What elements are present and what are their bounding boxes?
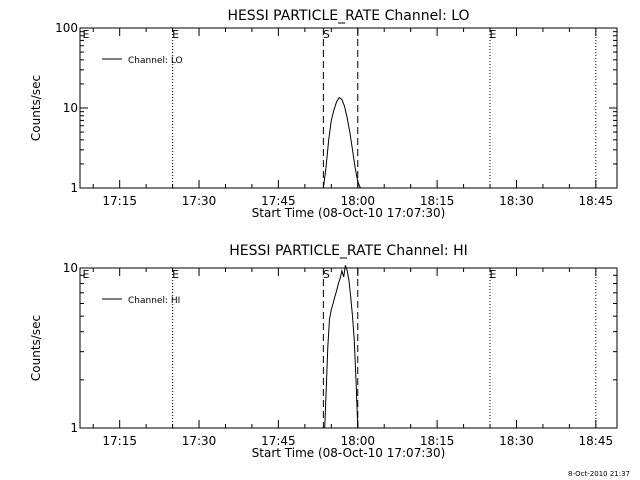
x-tick-label: 17:15 <box>102 434 137 448</box>
event-marker-label: E <box>490 268 497 281</box>
x-tick-label: 18:30 <box>499 434 534 448</box>
event-marker-label: E <box>172 28 179 41</box>
event-marker-label: S <box>323 28 330 41</box>
plot-timestamp: 8-Oct-2010 21:37 <box>567 470 630 478</box>
x-tick-label: 18:30 <box>499 194 534 208</box>
event-marker-label: E <box>490 28 497 41</box>
event-marker-label: E <box>83 268 90 281</box>
series-line <box>322 96 361 189</box>
y-tick-label: 10 <box>63 101 78 115</box>
legend-label: Channel: HI <box>128 296 180 306</box>
x-tick-label: 17:15 <box>102 194 137 208</box>
series-line <box>324 265 359 429</box>
y-tick-label: 1 <box>70 421 78 435</box>
y-axis-label: Counts/sec <box>29 315 43 381</box>
plot-frame <box>79 267 618 429</box>
x-tick-label: 17:30 <box>182 434 217 448</box>
y-tick-label: 10 <box>63 261 78 275</box>
event-marker-label: S <box>323 268 330 281</box>
event-marker-label: E <box>83 28 90 41</box>
x-tick-label: 18:15 <box>420 434 455 448</box>
x-tick-label: 18:00 <box>340 194 375 208</box>
y-tick-label: 100 <box>55 21 78 35</box>
x-axis-label: Start Time (08-Oct-10 17:07:30) <box>252 206 446 220</box>
x-tick-label: 17:30 <box>182 194 217 208</box>
x-tick-label: 17:45 <box>261 434 296 448</box>
x-tick-label: 18:45 <box>579 194 614 208</box>
chart-title: HESSI PARTICLE_RATE Channel: LO <box>227 8 469 24</box>
x-tick-label: 18:45 <box>579 434 614 448</box>
x-tick-label: 18:00 <box>340 434 375 448</box>
chart-title: HESSI PARTICLE_RATE Channel: HI <box>229 243 467 259</box>
x-tick-label: 18:15 <box>420 194 455 208</box>
y-tick-label: 1 <box>70 181 78 195</box>
event-marker-label: E <box>172 268 179 281</box>
legend-label: Channel: LO <box>128 56 183 66</box>
x-tick-label: 17:45 <box>261 194 296 208</box>
y-axis-label: Counts/sec <box>29 75 43 141</box>
plot-frame <box>79 27 618 189</box>
x-axis-label: Start Time (08-Oct-10 17:07:30) <box>252 446 446 460</box>
